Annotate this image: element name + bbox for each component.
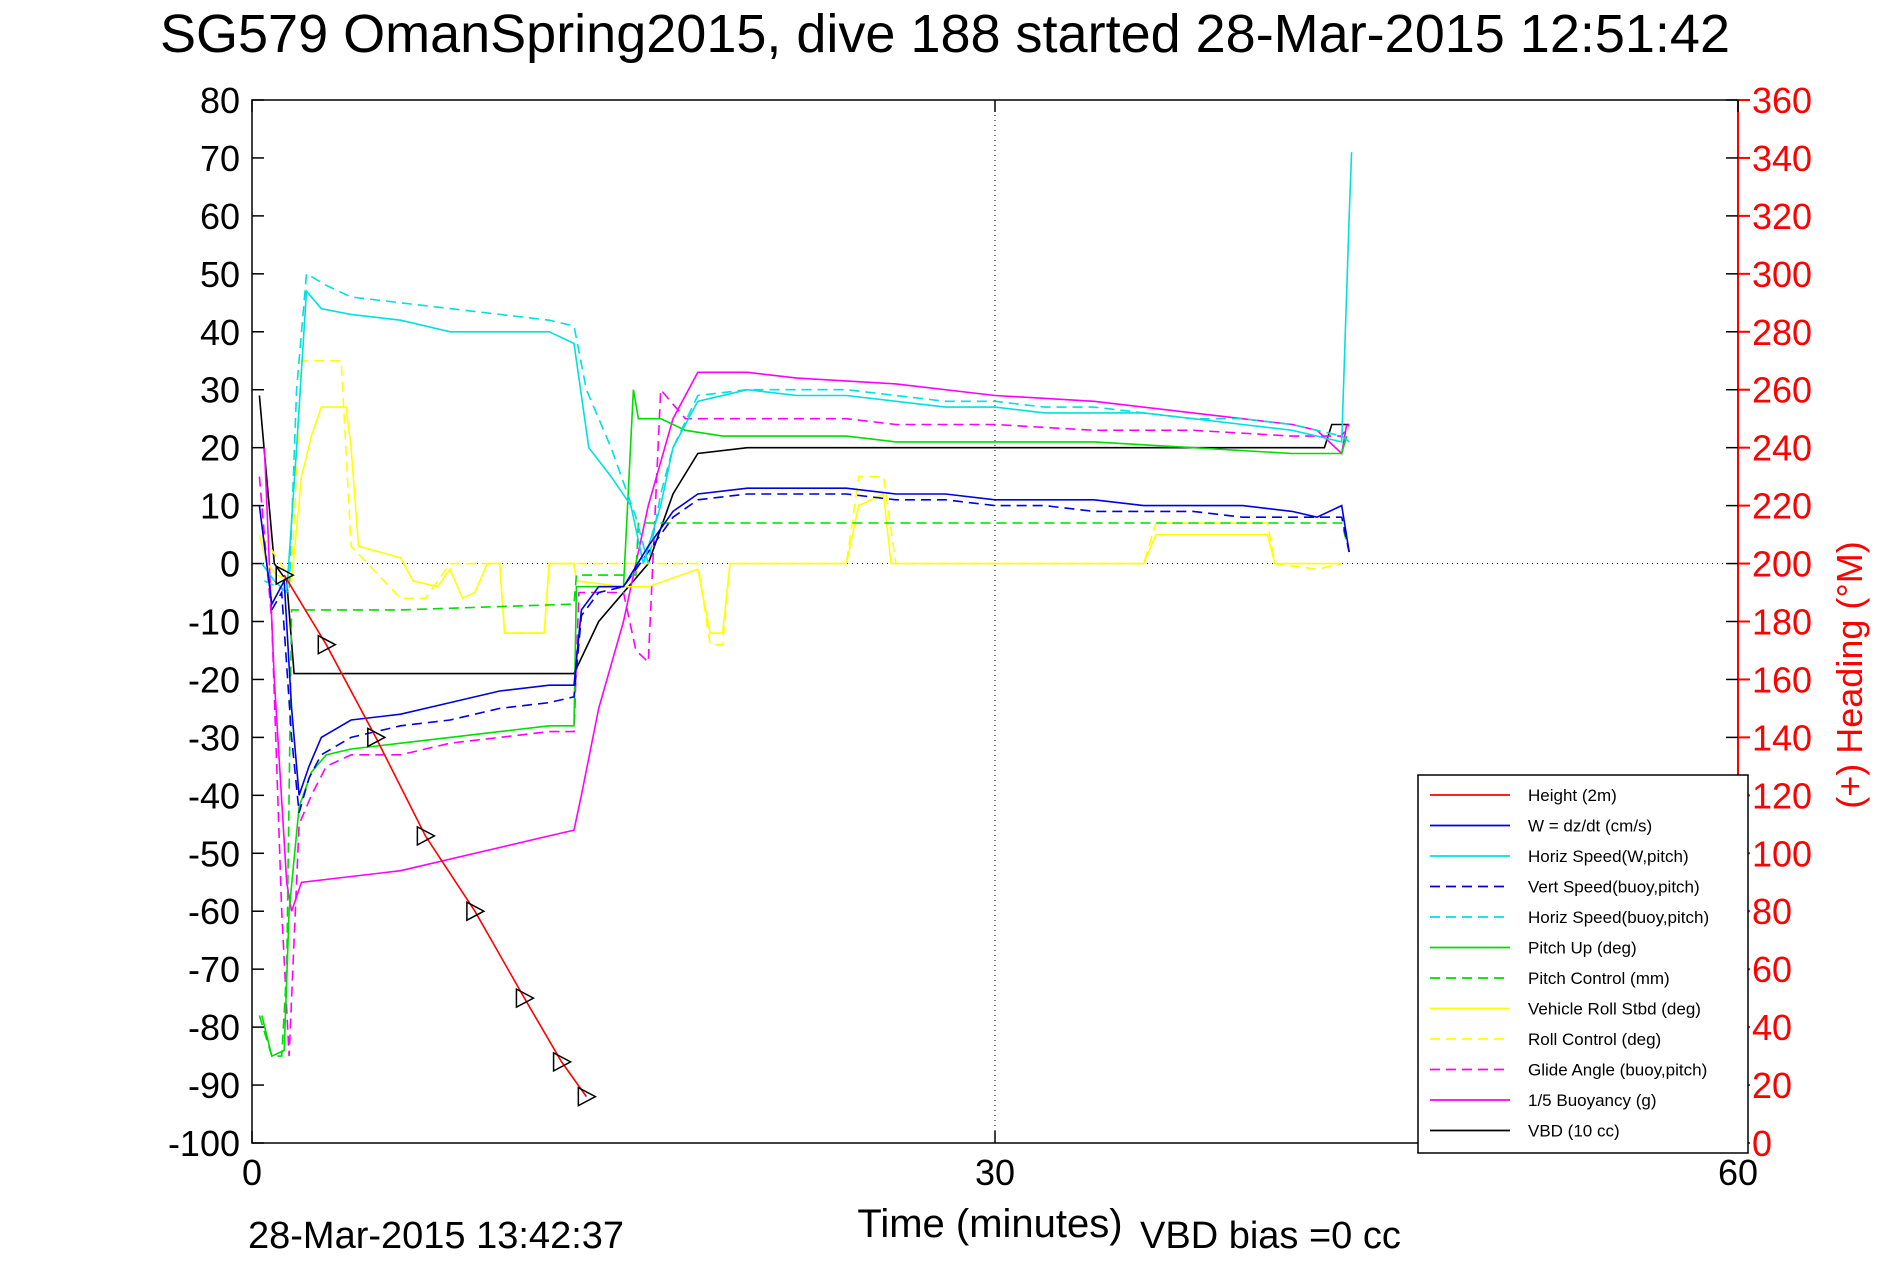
left-axis-ticks: 80 70 60 50 40 30 20 10 0 -10 -20 -30 -40 -50 -60 -70 -8…	[168, 80, 1738, 1164]
height-marker	[515, 987, 536, 1009]
left-tick-label: -10	[188, 602, 240, 643]
series-line-8	[261, 359, 1342, 646]
right-tick-label: 80	[1752, 891, 1792, 932]
left-tick-label: -90	[188, 1065, 240, 1106]
legend-label: Horiz Speed(W,pitch)	[1528, 847, 1689, 866]
left-tick-label: 80	[200, 80, 240, 121]
legend-label: Roll Control (deg)	[1528, 1030, 1661, 1049]
legend-label: Vehicle Roll Stbd (deg)	[1528, 1000, 1701, 1019]
series-layer	[258, 152, 1353, 1098]
x-tick-label: 60	[1718, 1152, 1758, 1193]
right-tick-label: 160	[1752, 659, 1812, 700]
legend-box	[1417, 774, 1749, 1154]
right-tick-label: 140	[1752, 717, 1812, 758]
legend-items: Height (2m) W = dz/dt (cm/s) Horiz Speed(W…	[1430, 786, 1709, 1141]
left-tick-label: 10	[200, 486, 240, 527]
left-tick-label: -20	[188, 659, 240, 700]
right-tick-label: 260	[1752, 370, 1812, 411]
height-marker	[466, 900, 486, 922]
left-tick-label: -60	[188, 891, 240, 932]
series-line-10	[263, 371, 1348, 912]
legend-label: Pitch Up (deg)	[1528, 939, 1637, 958]
x-axis-ticks: 0 30 60	[242, 100, 1758, 1193]
left-tick-label: 70	[200, 138, 240, 179]
height-marker	[577, 1086, 597, 1107]
right-axis-label: (+) Heading (°M)	[1829, 541, 1870, 808]
left-tick-label: -40	[188, 775, 240, 816]
legend-label: Horiz Speed(buoy,pitch)	[1528, 908, 1709, 927]
right-tick-label: 120	[1752, 775, 1812, 816]
series-line-2	[261, 152, 1353, 595]
right-tick-label: 320	[1752, 196, 1812, 237]
left-tick-label: -30	[188, 717, 240, 758]
right-axis-ticks: 3603403203002802602402202001801601401201…	[1738, 80, 1812, 1164]
x-tick-label: 0	[242, 1152, 262, 1193]
heading-markers	[275, 564, 597, 1107]
legend-label: Glide Angle (buoy,pitch)	[1528, 1061, 1707, 1080]
legend-label: Vert Speed(buoy,pitch)	[1528, 878, 1700, 897]
series-line-0	[283, 574, 588, 1098]
series-line-3	[271, 493, 1350, 813]
right-tick-label: 360	[1752, 80, 1812, 121]
legend-label: 1/5 Buoyancy (g)	[1528, 1091, 1657, 1110]
right-tick-label: 60	[1752, 949, 1792, 990]
series-line-1	[258, 487, 1350, 796]
right-tick-label: 180	[1752, 602, 1812, 643]
legend-label: VBD (10 cc)	[1528, 1122, 1620, 1141]
right-tick-label: 0	[1752, 1123, 1772, 1164]
left-tick-label: -100	[168, 1123, 240, 1164]
footer-timestamp: 28-Mar-2015 13:42:37	[248, 1215, 624, 1257]
right-tick-label: 200	[1752, 544, 1812, 585]
legend-label: Pitch Control (mm)	[1528, 969, 1670, 988]
height-marker	[367, 727, 387, 748]
right-tick-label: 220	[1752, 486, 1812, 527]
left-tick-label: 40	[200, 312, 240, 353]
height-marker	[552, 1051, 573, 1073]
left-tick-label: -70	[188, 949, 240, 990]
chart-title: SG579 OmanSpring2015, dive 188 started 2…	[160, 4, 1730, 64]
left-tick-label: 20	[200, 428, 240, 469]
right-tick-label: 300	[1752, 254, 1812, 295]
x-axis-label: Time (minutes)	[857, 1202, 1122, 1246]
right-tick-label: 40	[1752, 1007, 1792, 1048]
series-line-4	[264, 272, 1350, 594]
legend-label: Height (2m)	[1528, 786, 1617, 805]
left-tick-label: -50	[188, 833, 240, 874]
footer-vbd-bias: VBD bias =0 cc	[1140, 1215, 1401, 1257]
left-tick-label: 30	[200, 370, 240, 411]
series-line-5	[261, 389, 1348, 1058]
height-marker	[317, 634, 337, 655]
right-tick-label: 20	[1752, 1065, 1792, 1106]
height-marker	[275, 564, 295, 586]
left-tick-label: 0	[220, 544, 240, 585]
series-line-7	[258, 406, 1342, 634]
left-tick-label: 50	[200, 254, 240, 295]
left-tick-label: 60	[200, 196, 240, 237]
right-tick-label: 100	[1752, 833, 1812, 874]
legend: Height (2m) W = dz/dt (cm/s) Horiz Speed(W…	[1417, 774, 1749, 1154]
series-line-9	[258, 387, 1350, 1057]
left-tick-label: -80	[188, 1007, 240, 1048]
legend-label: W = dz/dt (cm/s)	[1528, 817, 1652, 836]
series-line-6	[258, 522, 1350, 1057]
right-tick-label: 280	[1752, 312, 1812, 353]
right-tick-label: 240	[1752, 428, 1812, 469]
height-marker	[416, 825, 436, 847]
x-tick-label: 30	[975, 1152, 1015, 1193]
right-tick-label: 340	[1752, 138, 1812, 179]
